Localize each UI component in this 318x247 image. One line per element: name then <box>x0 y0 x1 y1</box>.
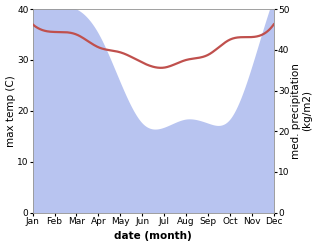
X-axis label: date (month): date (month) <box>114 231 192 242</box>
Y-axis label: max temp (C): max temp (C) <box>5 75 16 147</box>
Y-axis label: med. precipitation
(kg/m2): med. precipitation (kg/m2) <box>291 63 313 159</box>
